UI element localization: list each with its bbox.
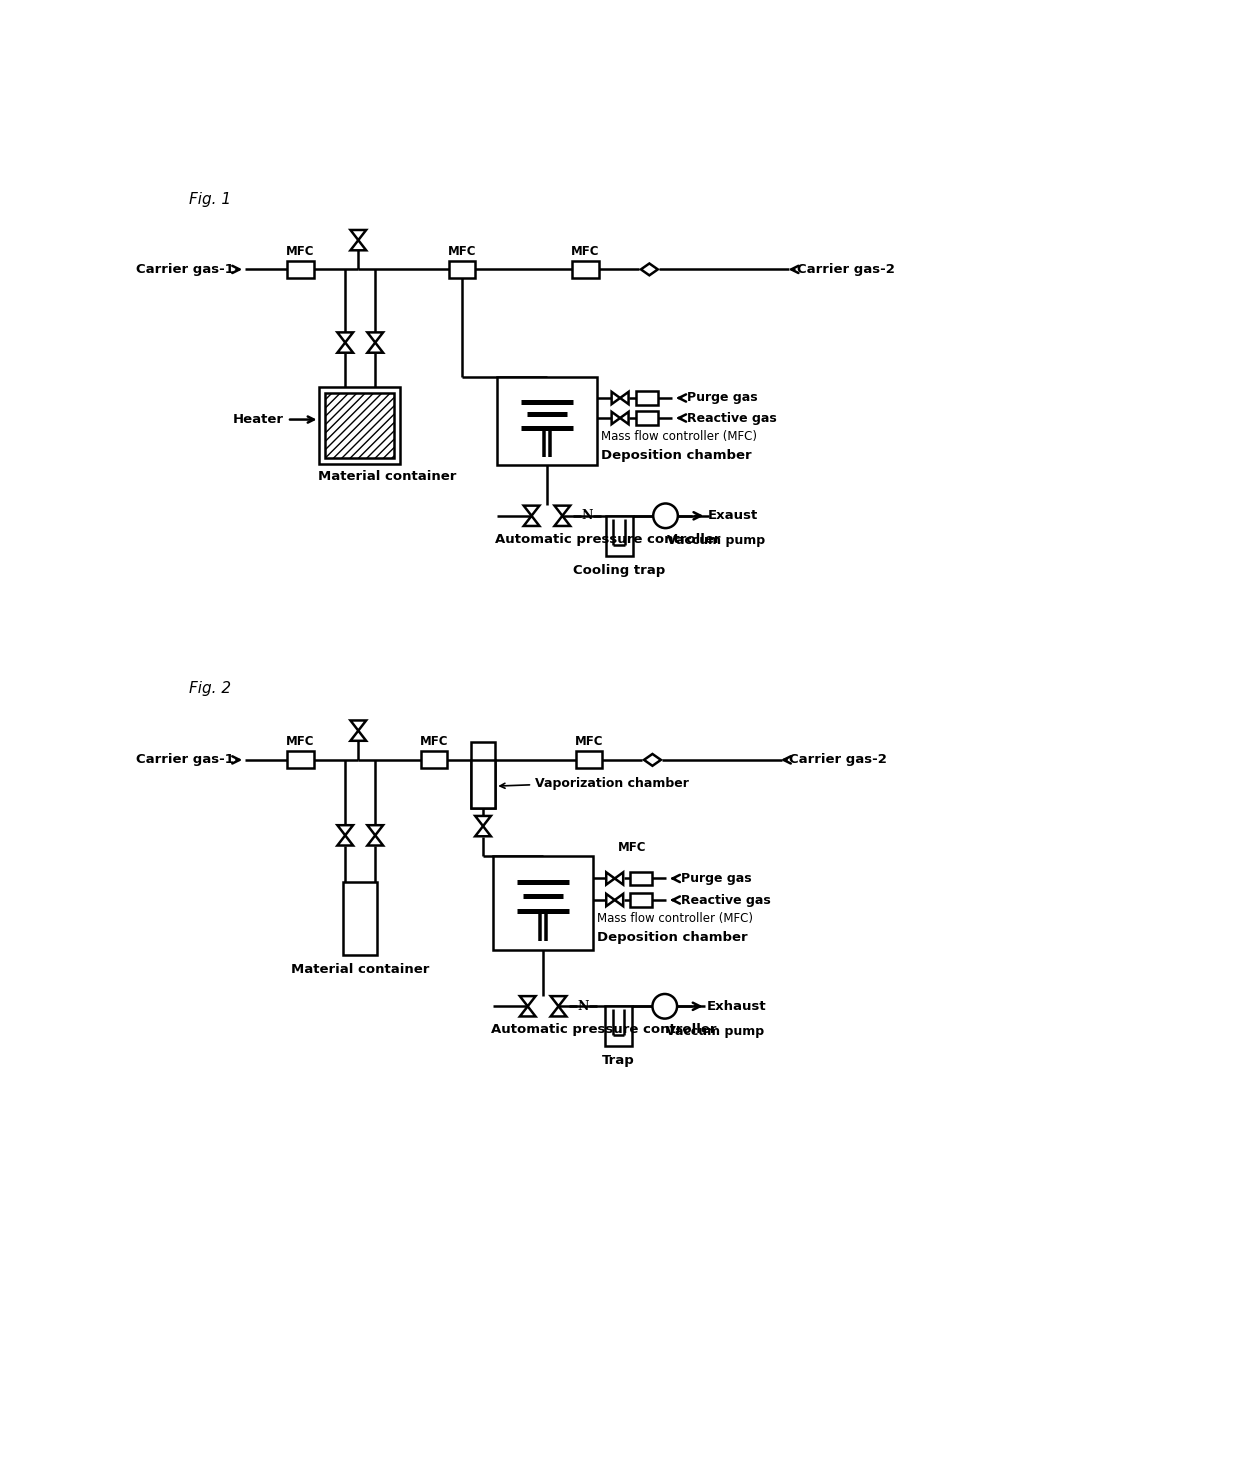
- Polygon shape: [620, 392, 629, 404]
- Polygon shape: [367, 825, 383, 835]
- Text: Deposition chamber: Deposition chamber: [596, 931, 748, 944]
- Bar: [494, 855, 593, 950]
- Text: Vaccum pump: Vaccum pump: [667, 534, 765, 547]
- Bar: [471, 760, 495, 808]
- Text: Heater: Heater: [233, 413, 284, 426]
- Text: N: N: [578, 1000, 589, 1013]
- Bar: [497, 376, 596, 466]
- Polygon shape: [351, 240, 366, 251]
- Polygon shape: [523, 506, 539, 516]
- Text: MFC: MFC: [619, 841, 647, 854]
- Polygon shape: [337, 342, 353, 353]
- Text: Reactive gas: Reactive gas: [687, 412, 776, 425]
- Text: MFC: MFC: [448, 245, 476, 258]
- Polygon shape: [620, 412, 629, 425]
- Text: Deposition chamber: Deposition chamber: [601, 448, 751, 462]
- Polygon shape: [554, 506, 570, 516]
- Bar: [471, 742, 495, 808]
- Text: MFC: MFC: [575, 736, 604, 748]
- Polygon shape: [551, 1006, 567, 1016]
- Text: MFC: MFC: [286, 245, 315, 258]
- Text: MFC: MFC: [419, 736, 448, 748]
- Polygon shape: [351, 720, 366, 730]
- Bar: [343, 882, 377, 956]
- Text: Automatic pressure controller: Automatic pressure controller: [491, 1024, 717, 1037]
- Polygon shape: [475, 816, 491, 826]
- Text: Vaccum pump: Vaccum pump: [666, 1025, 764, 1038]
- Polygon shape: [606, 872, 615, 885]
- Text: Fig. 1: Fig. 1: [188, 192, 231, 208]
- Text: Exaust: Exaust: [708, 509, 758, 522]
- Bar: [636, 391, 658, 406]
- Polygon shape: [611, 412, 620, 425]
- Circle shape: [653, 503, 678, 528]
- Text: Carrier gas-1: Carrier gas-1: [135, 263, 233, 276]
- Text: Carrier gas-1: Carrier gas-1: [135, 754, 233, 767]
- Text: Exhaust: Exhaust: [707, 1000, 766, 1013]
- Text: Carrier gas-2: Carrier gas-2: [797, 263, 895, 276]
- Bar: [288, 751, 314, 768]
- Polygon shape: [367, 332, 383, 342]
- Polygon shape: [554, 516, 570, 527]
- Polygon shape: [367, 835, 383, 845]
- Circle shape: [652, 994, 677, 1019]
- Text: Automatic pressure controller: Automatic pressure controller: [495, 532, 720, 546]
- Bar: [420, 751, 446, 768]
- Polygon shape: [641, 264, 658, 276]
- Polygon shape: [351, 730, 366, 740]
- Bar: [630, 872, 652, 885]
- Polygon shape: [337, 825, 353, 835]
- Text: N: N: [582, 509, 593, 522]
- Text: Material container: Material container: [317, 471, 456, 484]
- Bar: [577, 751, 603, 768]
- Text: Fig. 2: Fig. 2: [188, 681, 231, 696]
- Bar: [288, 261, 314, 277]
- Bar: [606, 516, 632, 556]
- Text: MFC: MFC: [286, 736, 315, 748]
- Polygon shape: [615, 894, 624, 906]
- Polygon shape: [611, 392, 620, 404]
- Bar: [605, 1006, 632, 1046]
- Text: Carrier gas-2: Carrier gas-2: [790, 754, 888, 767]
- Polygon shape: [523, 516, 539, 527]
- Polygon shape: [520, 996, 536, 1006]
- Polygon shape: [644, 754, 661, 766]
- Polygon shape: [351, 230, 366, 240]
- Text: Reactive gas: Reactive gas: [681, 894, 771, 907]
- Polygon shape: [520, 1006, 536, 1016]
- Polygon shape: [606, 894, 615, 906]
- Text: Cooling trap: Cooling trap: [573, 563, 666, 577]
- Text: Trap: Trap: [603, 1055, 635, 1066]
- Text: MFC: MFC: [572, 245, 600, 258]
- Text: Vaporization chamber: Vaporization chamber: [534, 777, 688, 789]
- Text: Material container: Material container: [290, 963, 429, 976]
- Bar: [573, 261, 599, 277]
- Polygon shape: [551, 996, 567, 1006]
- Bar: [449, 261, 475, 277]
- Text: Mass flow controller (MFC): Mass flow controller (MFC): [596, 913, 753, 925]
- Bar: [636, 412, 658, 425]
- Polygon shape: [337, 835, 353, 845]
- Polygon shape: [615, 872, 624, 885]
- Text: Mass flow controller (MFC): Mass flow controller (MFC): [601, 431, 756, 444]
- Polygon shape: [475, 826, 491, 836]
- Polygon shape: [367, 342, 383, 353]
- Bar: [630, 892, 652, 907]
- Text: Purge gas: Purge gas: [681, 872, 751, 885]
- Bar: [320, 388, 401, 465]
- Text: Purge gas: Purge gas: [687, 391, 758, 404]
- Bar: [325, 392, 394, 459]
- Polygon shape: [337, 332, 353, 342]
